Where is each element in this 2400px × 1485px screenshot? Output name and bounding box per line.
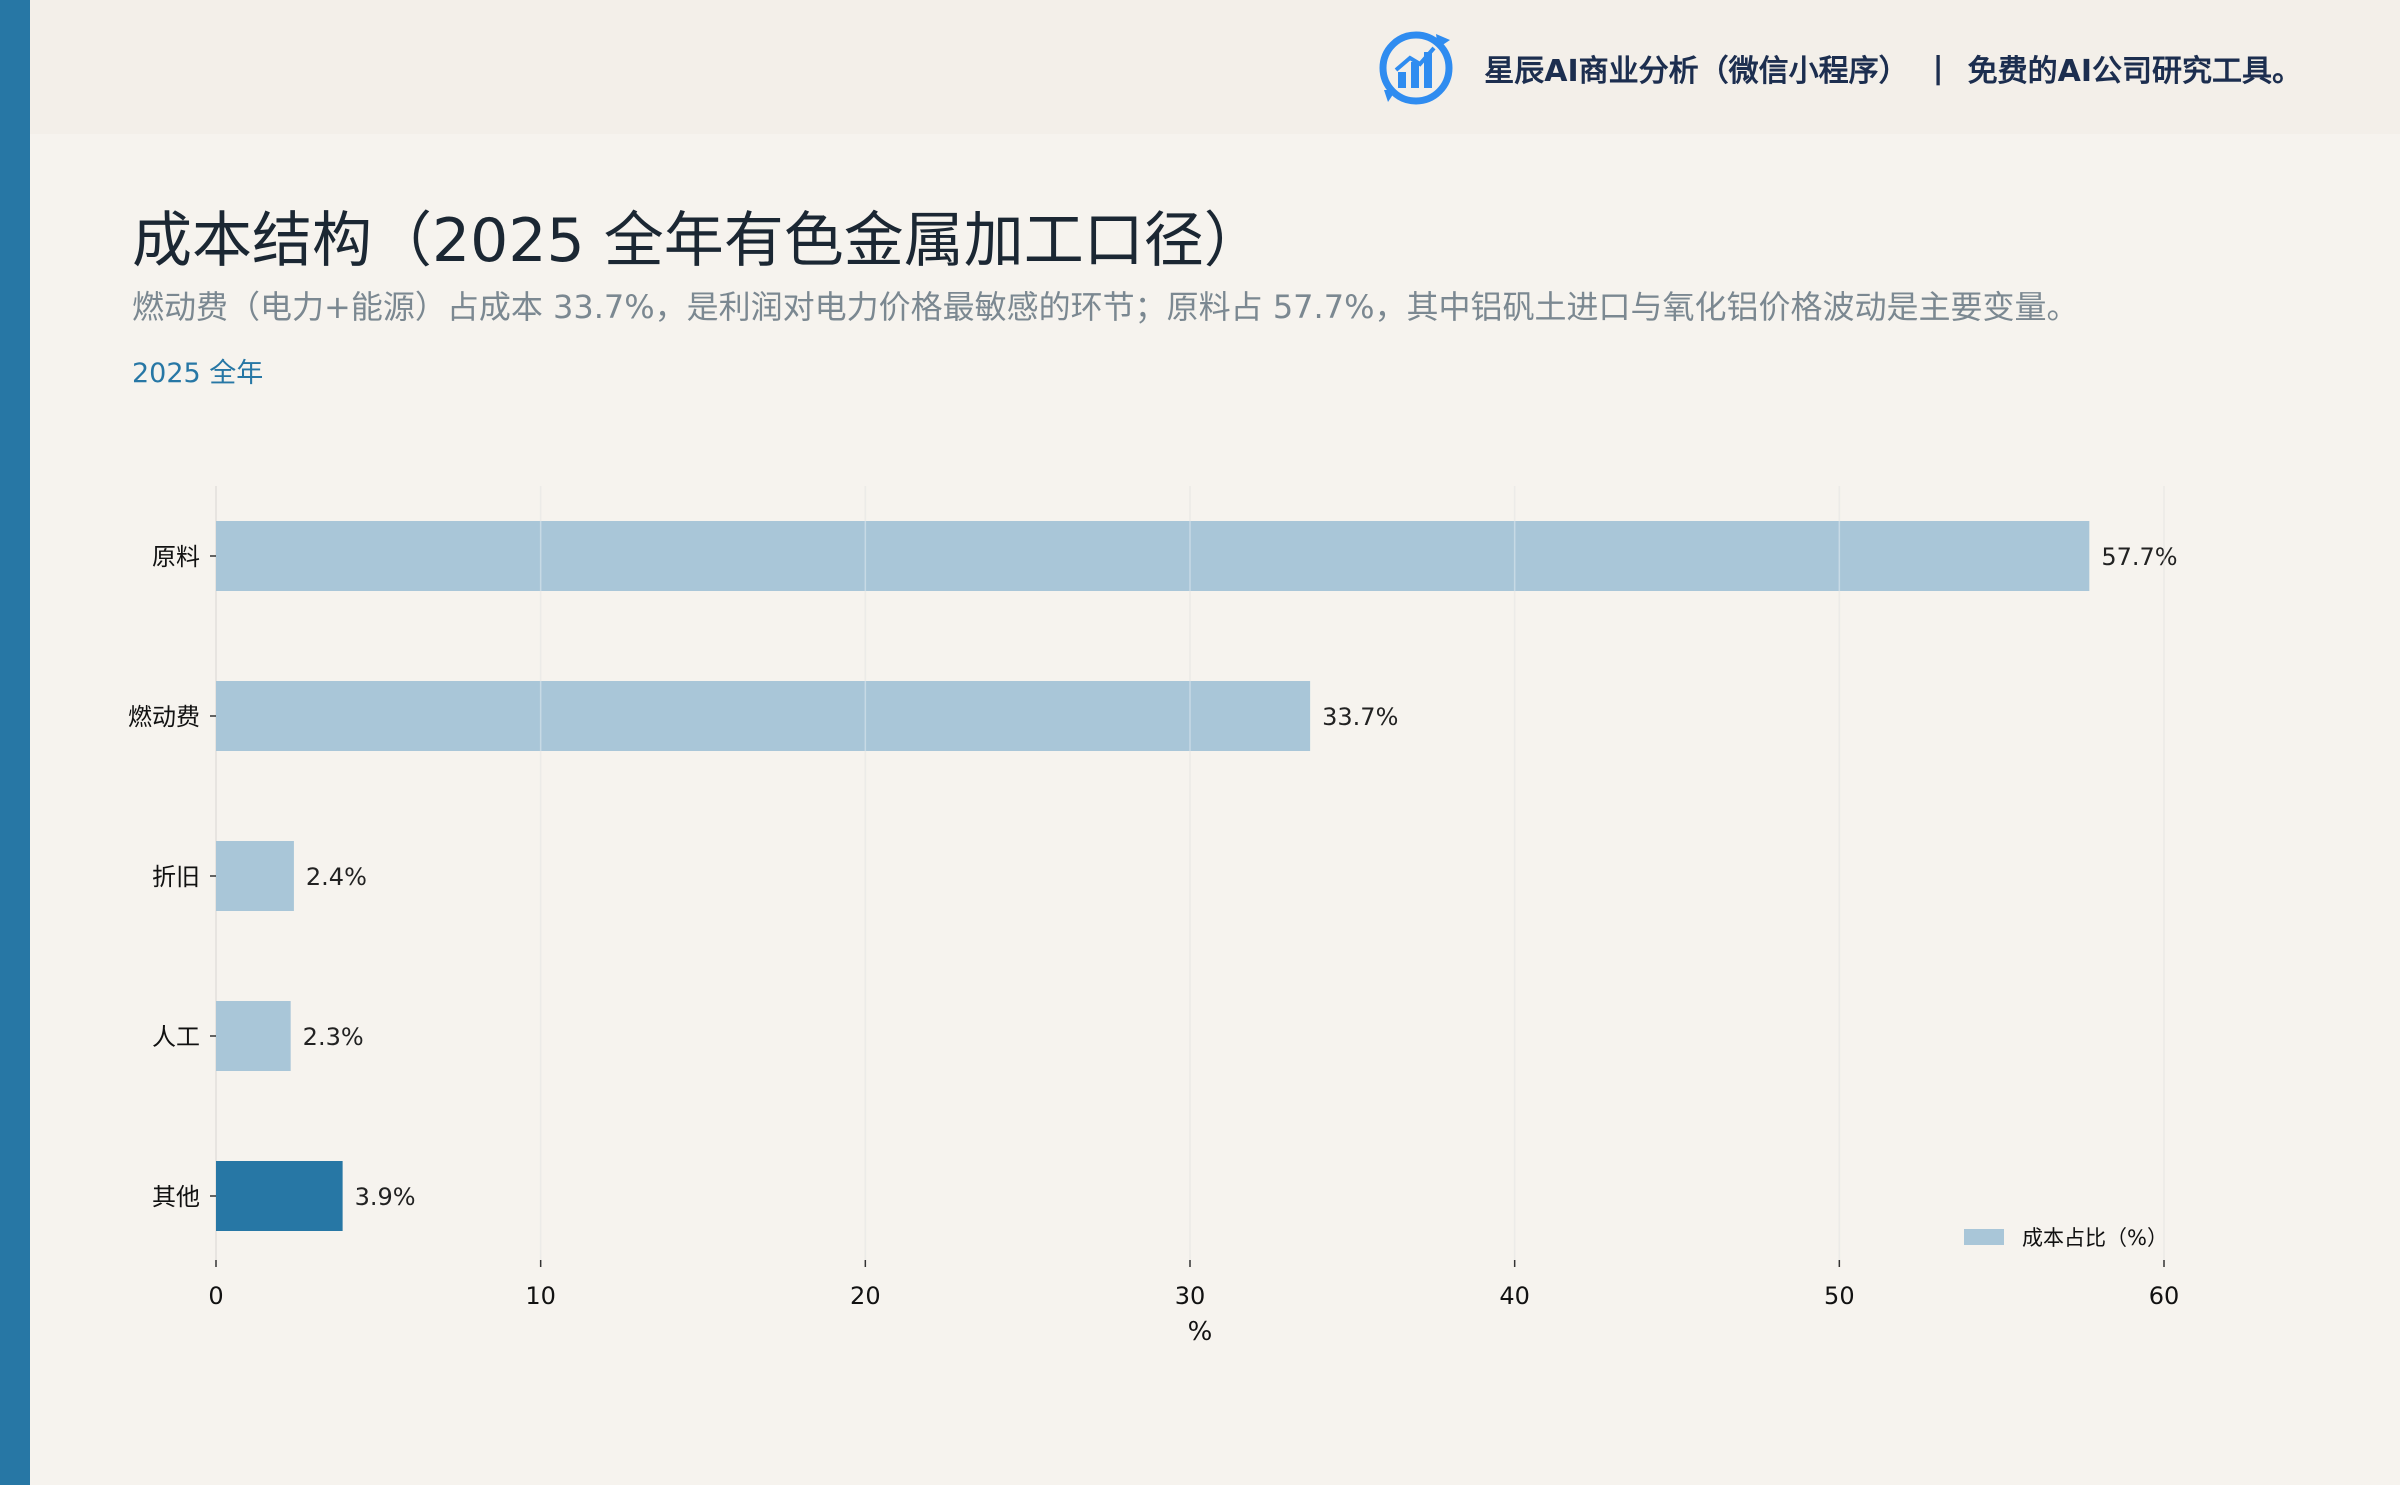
y-tick-label: 其他 xyxy=(152,1183,200,1211)
x-tick-label: 30 xyxy=(1175,1282,1206,1310)
brand-header: 星辰AI商业分析（微信小程序） | 免费的AI公司研究工具。 xyxy=(1374,22,2302,114)
x-tick-label: 20 xyxy=(850,1282,881,1310)
page-subtitle: 燃动费（电力+能源）占成本 33.7%，是利润对电力价格最敏感的环节；原料占 5… xyxy=(132,288,2079,326)
y-tick-label: 人工 xyxy=(152,1023,200,1051)
y-tick-label: 燃动费 xyxy=(128,703,200,731)
y-tick-label: 原料 xyxy=(152,543,200,571)
page-title: 成本结构（2025 全年有色金属加工口径） xyxy=(132,206,1264,276)
bar-2 xyxy=(216,681,1311,751)
legend-swatch xyxy=(1964,1229,2004,1245)
brand-tagline: 免费的AI公司研究工具。 xyxy=(1967,54,2302,89)
data-label: 33.7% xyxy=(1322,703,1398,731)
x-axis-label: % xyxy=(1188,1317,1213,1347)
bar-1 xyxy=(216,521,2090,591)
data-label: 57.7% xyxy=(2101,543,2177,571)
x-tick-label: 10 xyxy=(525,1282,556,1310)
brand-separator: | xyxy=(1932,50,1944,86)
period-tag: 2025 全年 xyxy=(132,358,264,389)
x-tick-label: 40 xyxy=(1499,1282,1530,1310)
data-label: 3.9% xyxy=(355,1183,416,1211)
legend-label: 成本占比（%） xyxy=(2022,1226,2168,1250)
x-tick-label: 0 xyxy=(208,1282,223,1310)
bar-4 xyxy=(216,1001,291,1071)
brand-name: 星辰AI商业分析（微信小程序） xyxy=(1484,54,1909,89)
x-tick-label: 50 xyxy=(1824,1282,1855,1310)
data-label: 2.3% xyxy=(303,1023,364,1051)
accent-stripe xyxy=(0,0,30,1485)
y-tick-label: 折旧 xyxy=(152,863,200,891)
bar-3 xyxy=(216,841,294,911)
bar-5 xyxy=(216,1161,343,1231)
bar-chart-refresh-icon xyxy=(1379,31,1453,105)
top-banner xyxy=(30,0,2400,134)
x-tick-label: 60 xyxy=(2149,1282,2180,1310)
data-label: 2.4% xyxy=(306,863,367,891)
